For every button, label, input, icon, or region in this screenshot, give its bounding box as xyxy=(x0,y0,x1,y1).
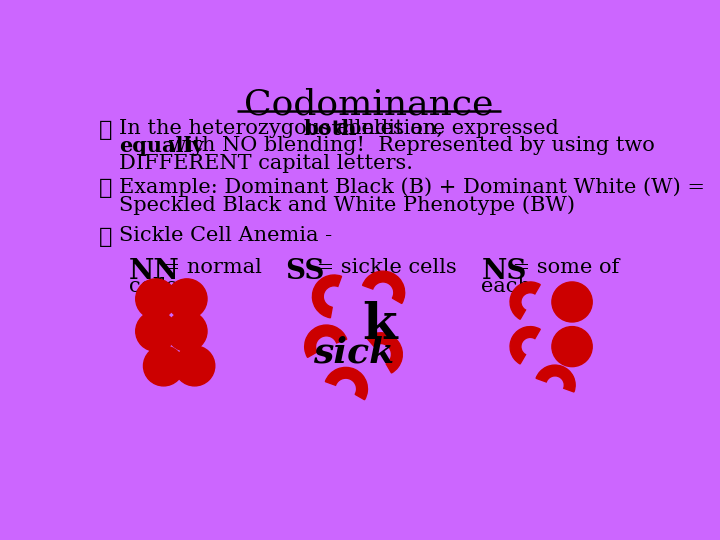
Text: ❖: ❖ xyxy=(99,226,112,248)
Text: k: k xyxy=(361,301,397,349)
Text: In the heterozygous condition,: In the heterozygous condition, xyxy=(120,119,450,138)
Text: = some of: = some of xyxy=(506,258,619,277)
Text: alleles are expressed: alleles are expressed xyxy=(330,119,559,138)
Circle shape xyxy=(552,327,592,367)
Text: ❖: ❖ xyxy=(99,177,112,199)
Text: Sickle Cell Anemia -: Sickle Cell Anemia - xyxy=(120,226,333,245)
Circle shape xyxy=(143,346,184,386)
Wedge shape xyxy=(536,365,575,392)
Text: SS: SS xyxy=(285,258,325,285)
Text: equally: equally xyxy=(120,137,204,157)
Text: Speckled Black and White Phenotype (BW): Speckled Black and White Phenotype (BW) xyxy=(120,195,575,214)
Circle shape xyxy=(136,279,176,319)
Text: NN: NN xyxy=(129,258,179,285)
Wedge shape xyxy=(366,333,402,373)
Circle shape xyxy=(174,346,215,386)
Circle shape xyxy=(167,279,207,319)
Text: ❖: ❖ xyxy=(99,119,112,141)
Text: NS: NS xyxy=(482,258,527,285)
Wedge shape xyxy=(312,275,341,318)
Text: Example: Dominant Black (B) + Dominant White (W) =: Example: Dominant Black (B) + Dominant W… xyxy=(120,177,706,197)
Text: sick: sick xyxy=(313,336,394,370)
Wedge shape xyxy=(510,282,540,319)
Wedge shape xyxy=(363,271,405,303)
Text: Codominance: Codominance xyxy=(244,88,494,122)
Wedge shape xyxy=(305,325,347,357)
Text: with NO blending!  Represented by using two: with NO blending! Represented by using t… xyxy=(162,137,654,156)
Text: DIFFERENT capital letters.: DIFFERENT capital letters. xyxy=(120,154,413,173)
Wedge shape xyxy=(325,367,367,400)
Text: cells: cells xyxy=(129,276,177,295)
Text: both: both xyxy=(304,119,357,139)
Circle shape xyxy=(136,311,176,351)
Text: each: each xyxy=(482,276,531,295)
Text: = normal: = normal xyxy=(156,258,262,277)
Circle shape xyxy=(167,311,207,351)
Wedge shape xyxy=(510,327,540,364)
Circle shape xyxy=(552,282,592,322)
Text: = sickle cells: = sickle cells xyxy=(310,258,457,277)
